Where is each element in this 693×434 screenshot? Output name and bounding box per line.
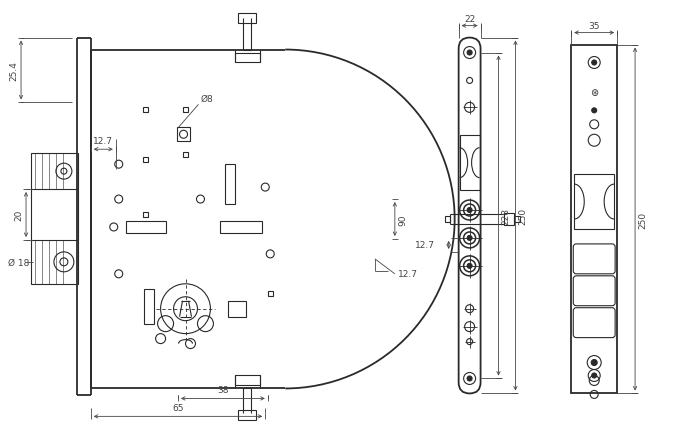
Text: 228: 228: [502, 207, 511, 224]
Bar: [125, 221, 166, 233]
Text: 22: 22: [464, 15, 475, 23]
Circle shape: [467, 236, 472, 241]
Text: 12.7: 12.7: [398, 270, 418, 279]
Circle shape: [592, 108, 597, 114]
Text: 250: 250: [518, 207, 527, 224]
Circle shape: [592, 373, 597, 378]
Bar: [238, 411, 256, 421]
Bar: [183, 152, 188, 158]
Text: 65: 65: [173, 404, 184, 412]
Text: 12.7: 12.7: [94, 137, 113, 146]
Bar: [267, 292, 273, 296]
Text: 250: 250: [638, 211, 647, 228]
Bar: [31, 240, 78, 284]
Text: 38: 38: [217, 385, 229, 395]
Text: 90: 90: [399, 214, 408, 225]
Bar: [143, 108, 148, 112]
Bar: [143, 289, 154, 324]
Text: 35: 35: [588, 22, 600, 30]
Bar: [220, 221, 262, 233]
Bar: [225, 165, 236, 204]
Bar: [229, 301, 246, 317]
Bar: [143, 158, 148, 162]
Bar: [571, 46, 617, 394]
Circle shape: [467, 51, 472, 56]
Text: Ø8: Ø8: [200, 94, 213, 103]
Circle shape: [592, 61, 597, 66]
Bar: [177, 128, 191, 142]
Text: Ø 18: Ø 18: [8, 258, 30, 267]
Text: 25.4: 25.4: [9, 61, 18, 81]
Bar: [238, 13, 256, 23]
Bar: [143, 212, 148, 217]
Bar: [445, 217, 450, 223]
Bar: [514, 217, 520, 223]
Text: 12.7: 12.7: [414, 241, 435, 250]
Bar: [183, 108, 188, 112]
Bar: [459, 136, 480, 191]
Bar: [505, 214, 514, 225]
Bar: [236, 375, 261, 385]
Bar: [31, 154, 78, 190]
Circle shape: [467, 376, 472, 381]
Text: 20: 20: [14, 209, 23, 220]
Bar: [236, 53, 261, 63]
Circle shape: [591, 360, 597, 366]
Bar: [574, 175, 614, 230]
Text: ⊛: ⊛: [590, 88, 598, 98]
Circle shape: [467, 264, 472, 269]
Circle shape: [467, 208, 472, 213]
